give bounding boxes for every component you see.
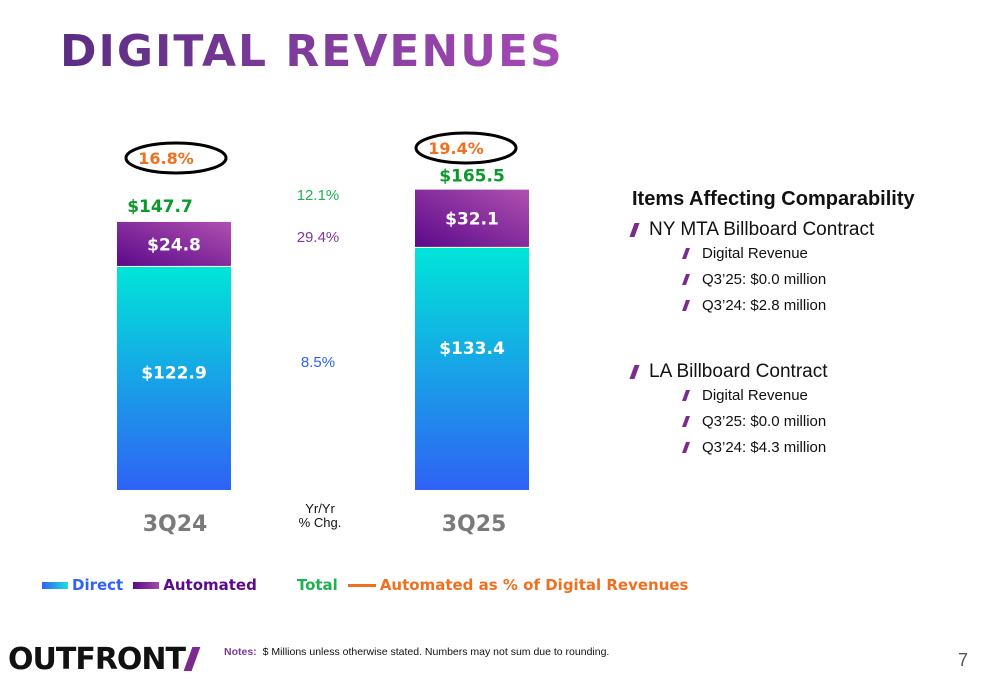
legend-automated-pct: Automated as % of Digital Revenues — [379, 576, 689, 594]
label-total: $147.7 — [127, 197, 193, 217]
bar-direct — [117, 266, 231, 490]
label-automated-pct: 19.4% — [428, 139, 484, 158]
group-title-text: LA Billboard Contract — [649, 361, 828, 382]
highlight-ellipse — [414, 131, 518, 165]
slash-bullet-icon — [629, 223, 640, 237]
label-direct: $122.9 — [141, 363, 207, 383]
bar-direct — [415, 247, 529, 490]
yoy-header-2: % Chg. — [299, 515, 342, 530]
slash-bullet-icon — [629, 365, 640, 379]
footnote: Notes: $ Millions unless otherwise stated… — [224, 646, 609, 658]
legend-total: Total — [296, 576, 338, 594]
item-text: Q3’24: $2.8 million — [702, 297, 827, 314]
yoy-header-1: Yr/Yr — [305, 501, 335, 516]
slash-bullet-icon — [681, 248, 691, 259]
notes-text: $ Millions unless otherwise stated. Numb… — [262, 646, 610, 658]
item-text: Q3’24: $4.3 million — [702, 439, 827, 456]
list-item: Q3’25: $0.0 million — [681, 271, 915, 288]
slash-bullet-icon — [681, 300, 691, 311]
group-title: LA Billboard Contract — [629, 361, 915, 383]
group-title: NY MTA Billboard Contract — [629, 219, 915, 241]
list-item: Q3’24: $2.8 million — [681, 297, 915, 314]
slash-bullet-icon — [681, 442, 691, 453]
item-text: Digital Revenue — [702, 245, 808, 262]
x-tick-label: 3Q24 — [143, 512, 208, 537]
list-item: Digital Revenue — [681, 387, 915, 404]
legend-direct: Direct — [72, 576, 124, 594]
legend-automated: Automated — [163, 576, 257, 594]
panel-heading: Items Affecting Comparability — [632, 188, 915, 210]
bar-automated — [117, 221, 231, 266]
legend-swatch-automated — [133, 581, 160, 589]
list-item: Q3’25: $0.0 million — [681, 413, 915, 430]
stacked-bar-chart: $122.9 $24.8 $147.7 16.8% 3Q24 $133.4 $32.1 $16… — [117, 131, 529, 537]
yoy-total: 12.1% — [297, 187, 340, 204]
slash-bullet-icon — [681, 416, 691, 427]
legend-line-automated-pct — [347, 583, 376, 587]
items-affecting-comparability: Items Affecting Comparability NY MTA Bil… — [629, 188, 915, 465]
group-title-text: NY MTA Billboard Contract — [649, 219, 875, 240]
item-text: Q3’25: $0.0 million — [702, 271, 827, 288]
list-item: Digital Revenue — [681, 245, 915, 262]
bar-automated — [415, 189, 529, 247]
label-total: $165.5 — [439, 167, 505, 187]
item-text: Digital Revenue — [702, 387, 808, 404]
label-automated-pct: 16.8% — [138, 149, 194, 168]
notes-label: Notes: — [224, 646, 257, 658]
item-text: Q3’25: $0.0 million — [702, 413, 827, 430]
label-automated: $32.1 — [445, 210, 499, 230]
list-item: Q3’24: $4.3 million — [681, 439, 915, 456]
outfront-logo: OUTFRONT — [8, 642, 201, 677]
highlight-ellipse — [124, 141, 228, 175]
slash-bullet-icon — [681, 390, 691, 401]
slash-bullet-icon — [681, 274, 691, 285]
yoy-automated: 29.4% — [297, 229, 340, 246]
legend-swatch-direct — [42, 581, 68, 589]
page-title: DIGITAL REVENUES — [60, 26, 564, 77]
yoy-direct: 8.5% — [301, 354, 335, 371]
page-number: 7 — [958, 650, 969, 670]
chart-legend: Direct Automated Total Automated as % of… — [42, 576, 689, 594]
label-direct: $133.4 — [439, 339, 505, 359]
x-tick-label: 3Q25 — [442, 512, 507, 537]
label-automated: $24.8 — [147, 235, 201, 255]
